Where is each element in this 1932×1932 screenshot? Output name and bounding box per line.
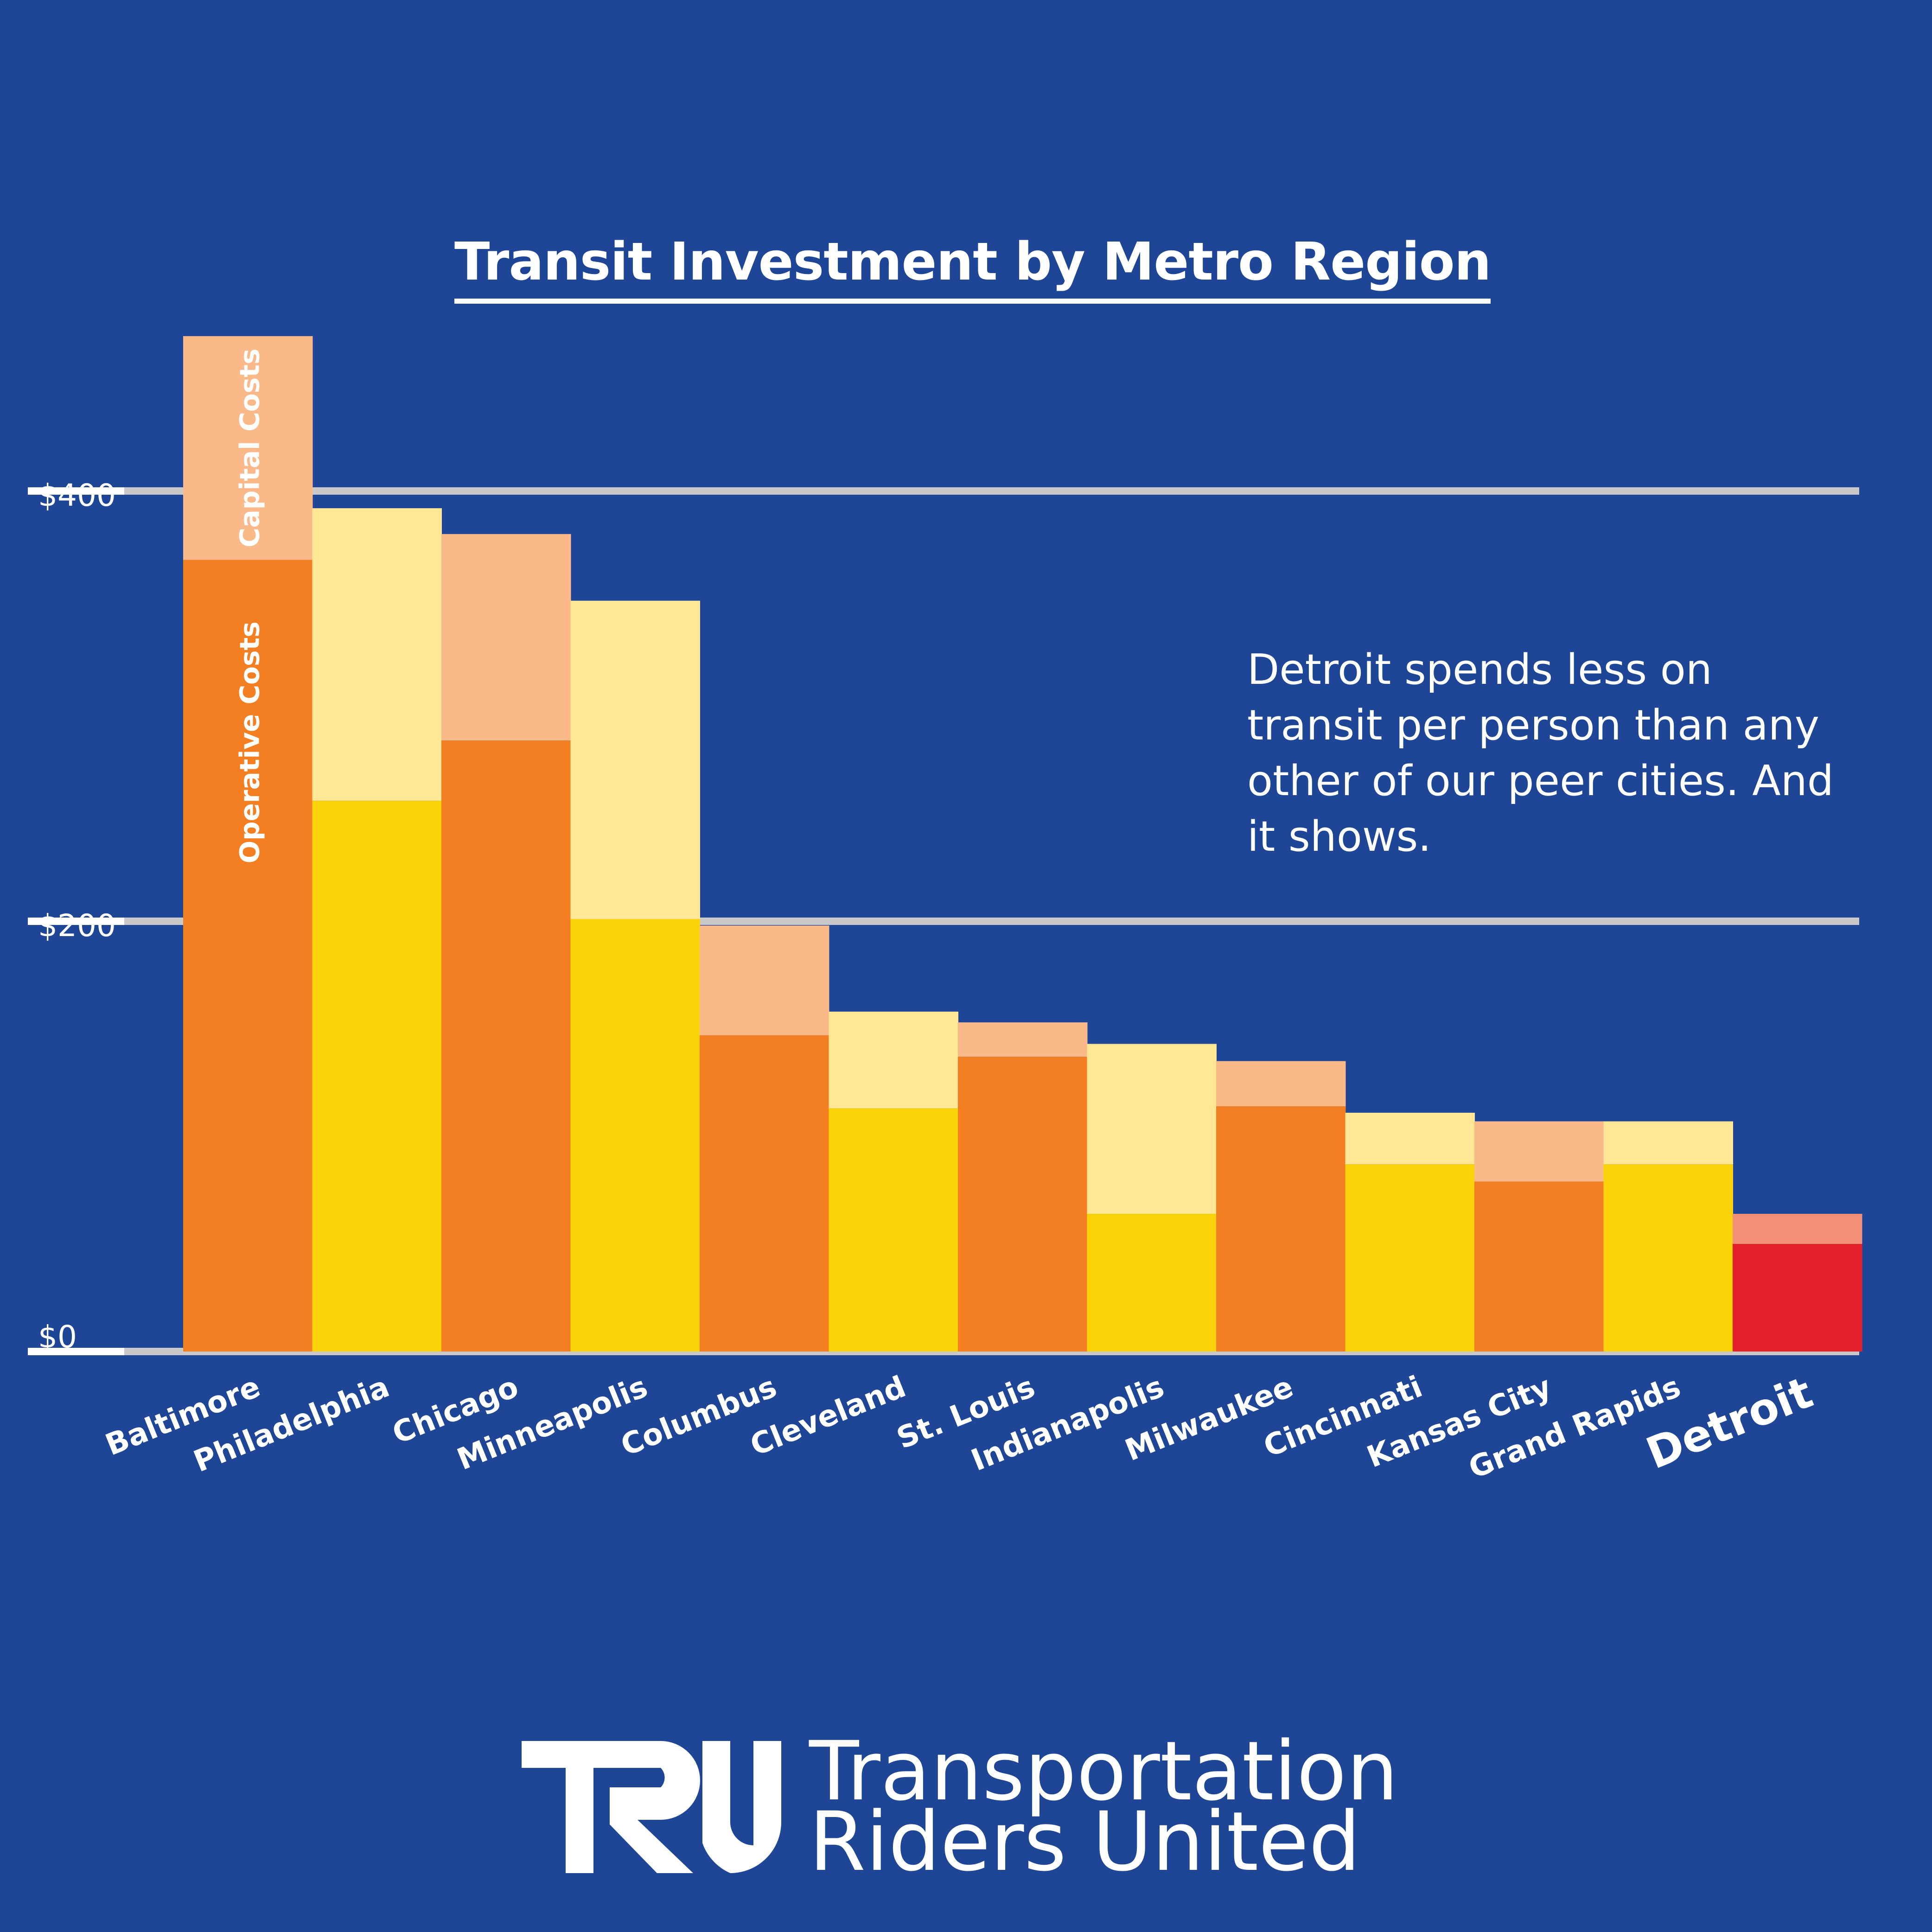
bar-operative-st-louis — [958, 1057, 1088, 1352]
bar-capital-detroit — [1733, 1214, 1862, 1244]
bar-capital-baltimore — [183, 336, 313, 560]
capital-costs-label: Capital Costs — [234, 349, 265, 548]
brand-line-1: Transportation — [809, 1724, 1398, 1819]
bar-operative-chicago — [441, 740, 571, 1352]
annotation-text: Detroit spends less on transit per perso… — [1247, 645, 1834, 861]
y-tick-label-0: $0 — [38, 1319, 77, 1355]
bar-operative-minneapolis — [570, 919, 700, 1352]
bar-capital-kansas-city — [1474, 1121, 1604, 1182]
bar-operative-philadelphia — [312, 801, 442, 1352]
y-tick-label-400: $400 — [38, 478, 116, 513]
bar-capital-cincinnati — [1345, 1112, 1475, 1165]
bar-capital-milwaukee — [1216, 1061, 1346, 1107]
bar-capital-philadelphia — [312, 508, 442, 801]
brand-name: Transportation Riders United — [809, 1724, 1398, 1889]
bar-operative-indianapolis — [1087, 1214, 1217, 1352]
bar-operative-columbus — [700, 1035, 829, 1352]
bar-capital-grand-rapids — [1603, 1121, 1733, 1165]
bar-operative-milwaukee — [1216, 1106, 1346, 1352]
bar-operative-detroit — [1733, 1244, 1862, 1352]
bar-operative-baltimore — [183, 560, 313, 1352]
bar-operative-grand-rapids — [1603, 1164, 1733, 1352]
bars — [183, 336, 1862, 1352]
operative-costs-label: Operative Costs — [234, 621, 265, 863]
y-tick-label-200: $200 — [38, 908, 116, 944]
bar-capital-minneapolis — [570, 600, 700, 919]
bar-operative-kansas-city — [1474, 1181, 1604, 1352]
bar-operative-cleveland — [829, 1108, 958, 1352]
bar-inline-labels: Capital Costs Operative Costs — [234, 349, 265, 864]
brand-line-2: Riders United — [809, 1794, 1361, 1889]
bar-capital-columbus — [700, 925, 829, 1035]
bar-capital-st-louis — [958, 1022, 1088, 1057]
bar-capital-chicago — [441, 534, 571, 741]
chart-title: Transit Investment by Metro Region — [454, 232, 1491, 304]
x-axis-labels: BaltimorePhiladelphiaChicagoMinneapolisC… — [101, 1367, 1819, 1486]
tru-logo-icon — [522, 1741, 781, 1873]
bar-operative-cincinnati — [1345, 1164, 1475, 1352]
bar-capital-indianapolis — [1087, 1044, 1217, 1214]
bar-capital-cleveland — [829, 1011, 958, 1109]
